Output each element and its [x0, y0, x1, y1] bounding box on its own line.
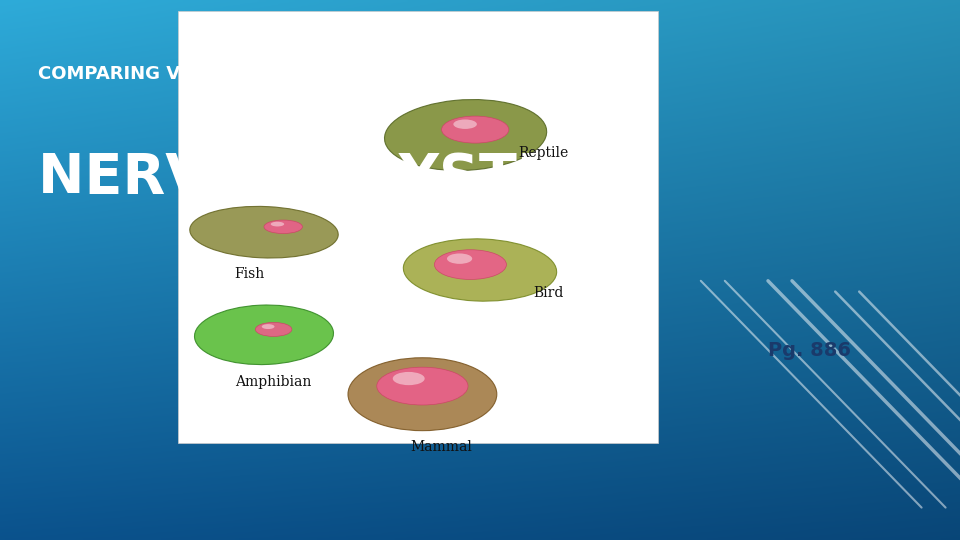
Ellipse shape: [376, 367, 468, 405]
Text: Bird: Bird: [533, 286, 564, 300]
Ellipse shape: [262, 324, 275, 329]
Ellipse shape: [385, 99, 546, 171]
Ellipse shape: [393, 372, 424, 385]
Ellipse shape: [190, 206, 338, 258]
Text: Fish: Fish: [234, 267, 265, 281]
Text: Pg. 886: Pg. 886: [768, 341, 851, 361]
Ellipse shape: [348, 357, 497, 431]
Ellipse shape: [403, 239, 557, 301]
Text: COMPARING VERTEBRATES:: COMPARING VERTEBRATES:: [38, 65, 315, 83]
Ellipse shape: [264, 220, 302, 233]
Text: Reptile: Reptile: [518, 146, 568, 160]
Ellipse shape: [447, 253, 472, 264]
Ellipse shape: [434, 249, 507, 280]
Ellipse shape: [271, 222, 284, 226]
Ellipse shape: [195, 305, 333, 364]
Ellipse shape: [453, 119, 477, 129]
Text: Amphibian: Amphibian: [235, 375, 312, 389]
FancyBboxPatch shape: [178, 11, 658, 443]
Ellipse shape: [255, 322, 292, 336]
Ellipse shape: [442, 116, 509, 143]
Text: NERVOUS SYSTEM: NERVOUS SYSTEM: [38, 151, 611, 205]
Text: Mammal: Mammal: [411, 440, 472, 454]
